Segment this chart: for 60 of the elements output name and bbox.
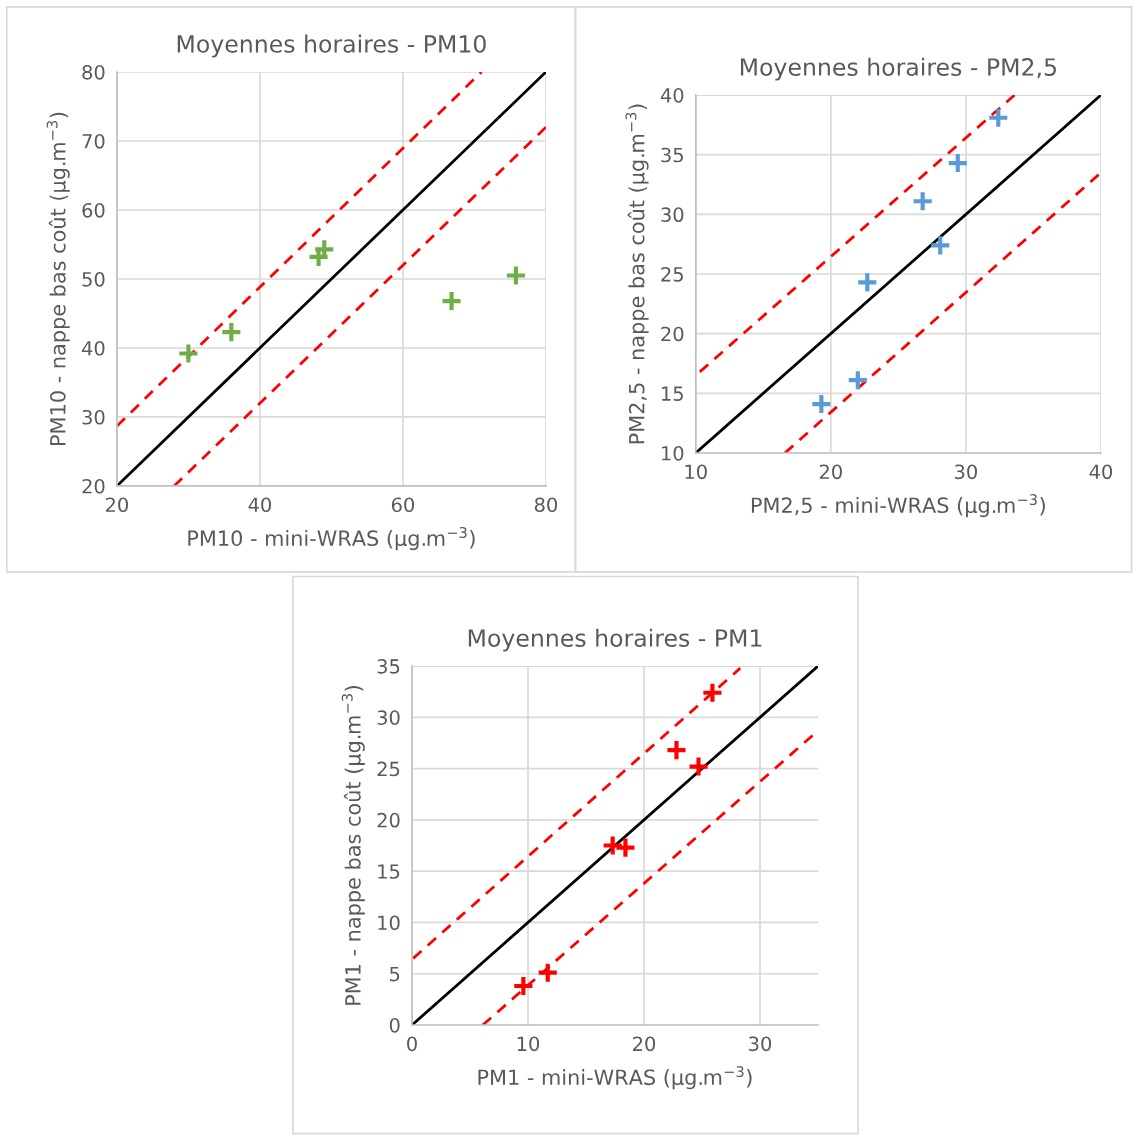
- y-tick-label: 10: [378, 915, 400, 931]
- y-tick-label: 0: [389, 1017, 400, 1033]
- y-tick-label: 20: [661, 326, 684, 342]
- point: [701, 681, 724, 704]
- point: [536, 961, 559, 984]
- point: [601, 834, 624, 857]
- x-tick-label: 20: [819, 464, 842, 480]
- point: [929, 234, 952, 257]
- point: [810, 392, 833, 416]
- point: [946, 151, 969, 175]
- point: [440, 289, 463, 313]
- y-tick-label: 40: [82, 340, 105, 356]
- x-tick-label: 0: [407, 1036, 417, 1052]
- x-tick-label: 10: [517, 1036, 540, 1052]
- x-tick-label: 20: [633, 1036, 656, 1052]
- y-axis-title: PM1 - nappe bas coût (µg.m$^{−3}$): [341, 686, 365, 1005]
- y-tick-label: 30: [377, 710, 400, 725]
- y-tick-label: 30: [82, 409, 105, 425]
- y-axis-title: PM2,5 - nappe bas coût (µg.m$^{−3}$): [625, 104, 649, 444]
- y-axis-title: PM10 - nappe bas coût (µg.m$^{−3}$): [46, 112, 70, 445]
- x-tick-label: 30: [955, 464, 977, 480]
- y-tick-label: 40: [660, 88, 684, 103]
- x-tick-label: 30: [749, 1036, 772, 1052]
- point: [614, 836, 637, 859]
- y-tick-label: 10: [662, 445, 684, 461]
- point: [856, 271, 879, 294]
- x-axis-title: PM2,5 - mini-WRAS (µg.m$^{−3}$): [751, 494, 1045, 518]
- chart-title: Moyennes horaires - PM1: [468, 628, 762, 652]
- y-tick-label: 20: [377, 812, 400, 828]
- x-tick-label: 40: [1089, 464, 1113, 480]
- y-tick-label: 60: [82, 202, 105, 218]
- point: [687, 755, 710, 778]
- x-tick-label: 20: [105, 497, 128, 513]
- y-tick-label: 15: [378, 864, 400, 879]
- y-tick-label: 25: [377, 761, 400, 777]
- point: [512, 974, 535, 998]
- x-tick-label: 80: [534, 497, 558, 513]
- y-tick-label: 5: [390, 966, 400, 982]
- y-tick-label: 50: [82, 271, 105, 287]
- point: [177, 342, 200, 365]
- y-tick-label: 35: [661, 147, 683, 163]
- chart-title: Moyennes horaires - PM2,5: [740, 57, 1056, 81]
- point: [911, 190, 934, 213]
- point: [504, 264, 528, 287]
- y-tick-label: 70: [82, 133, 105, 149]
- point: [987, 106, 1010, 129]
- chart-title: Moyennes horaires - PM10: [177, 34, 486, 58]
- x-axis-title: PM1 - mini-WRAS (µg.m$^{−3}$): [478, 1066, 752, 1090]
- point: [665, 739, 688, 762]
- y-tick-label: 80: [82, 64, 105, 80]
- point: [220, 320, 243, 344]
- y-tick-label: 35: [377, 659, 400, 674]
- y-tick-label: 30: [661, 207, 684, 223]
- point: [846, 369, 869, 392]
- x-tick-label: 10: [685, 464, 707, 480]
- y-tick-label: 25: [661, 266, 683, 282]
- x-tick-label: 40: [248, 497, 271, 513]
- y-tick-label: 15: [662, 386, 683, 401]
- y-tick-label: 20: [82, 478, 105, 494]
- x-axis-title: PM10 - mini-WRAS (µg.m$^{−3}$): [188, 526, 475, 551]
